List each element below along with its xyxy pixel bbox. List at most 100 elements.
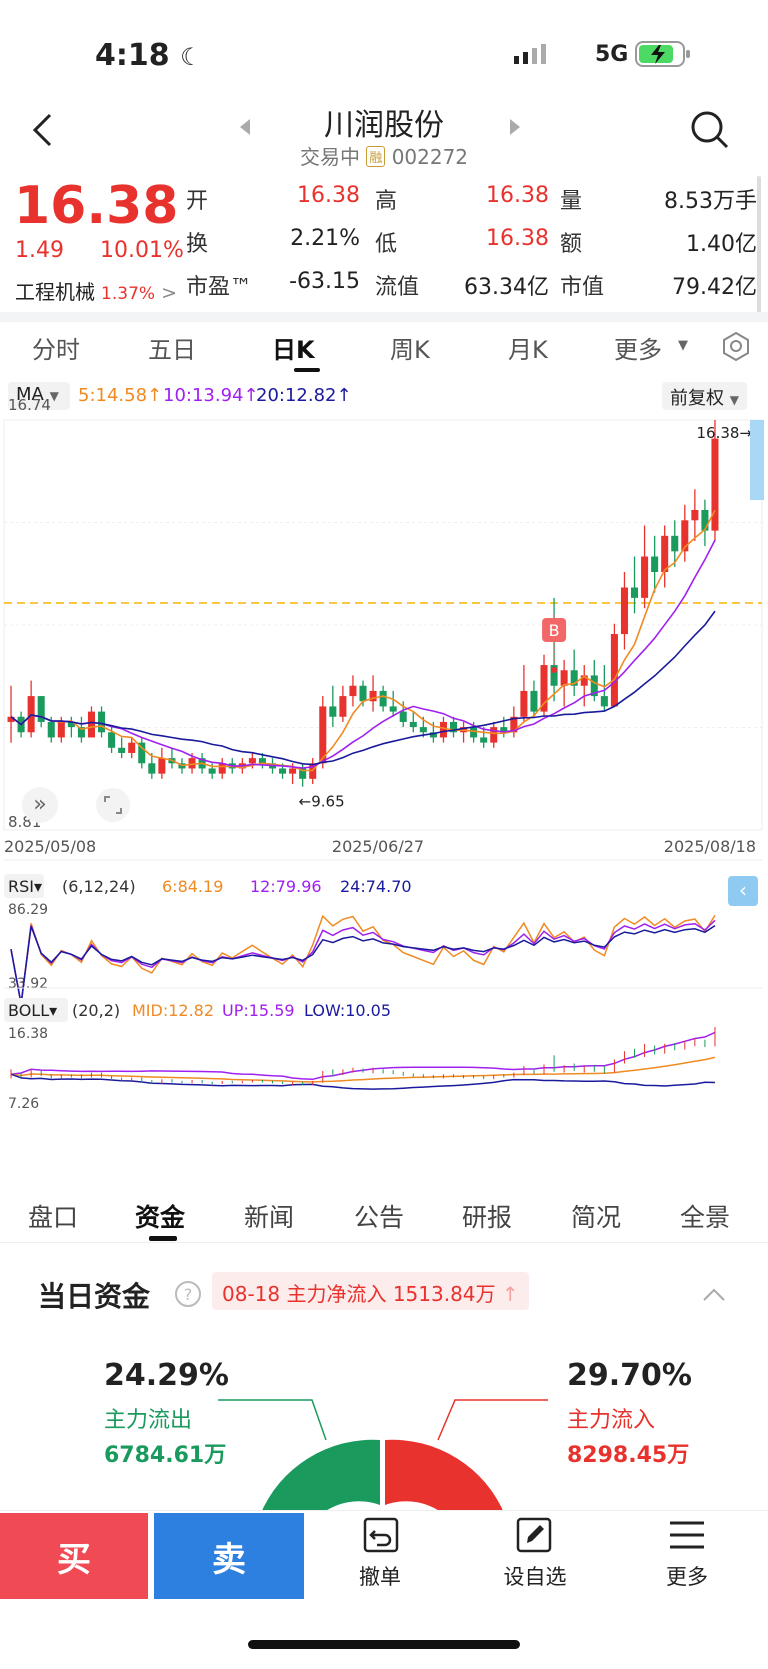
next-stock-icon[interactable]: [508, 117, 522, 141]
quote-label: 开: [186, 189, 209, 214]
info-tab[interactable]: 研报: [462, 1203, 513, 1232]
prev-stock-icon[interactable]: [238, 117, 252, 141]
price-change: 1.49: [15, 238, 64, 263]
rsi24-value: 24:74.70: [340, 877, 412, 896]
info-tab[interactable]: 简况: [571, 1203, 622, 1232]
undo-icon: [363, 1517, 399, 1553]
quote-label: 换: [186, 232, 209, 257]
industry-link[interactable]: 工程机械 1.37% >: [15, 280, 178, 304]
rsi12-line: [10, 919, 716, 1005]
ma20-line: [10, 610, 716, 766]
date-label: 2025/05/08: [4, 837, 96, 856]
buy-button[interactable]: 买: [0, 1513, 148, 1599]
candle-body: [399, 711, 407, 722]
signal-icon: [512, 44, 552, 70]
candle-body: [389, 706, 397, 712]
help-icon[interactable]: ?: [174, 1280, 202, 1312]
candle-body: [641, 556, 649, 598]
info-tab[interactable]: 全景: [680, 1203, 731, 1232]
current-price: 16.38: [14, 176, 179, 236]
info-tab[interactable]: 资金: [135, 1203, 186, 1232]
sell-button[interactable]: 卖: [154, 1513, 304, 1599]
quote-label: 市值: [560, 275, 605, 300]
quote-value: 16.38: [486, 183, 549, 208]
candle-body: [701, 509, 709, 531]
quote-value: 16.38: [297, 183, 360, 208]
period-tab[interactable]: 日K: [272, 336, 315, 364]
stock-code: 002272: [391, 145, 469, 169]
boll-mid-line: [10, 1056, 716, 1083]
candle-body: [379, 690, 387, 707]
ma-selector[interactable]: MA ▼: [8, 382, 70, 410]
period-tab[interactable]: 更多: [614, 336, 662, 364]
candle-body: [490, 727, 498, 743]
min-price-label: ←9.65: [299, 793, 345, 811]
period-tab[interactable]: 分时: [32, 336, 80, 364]
price-change-pct: 10.01%: [100, 238, 184, 263]
fullscreen-icon: [96, 788, 130, 822]
candle-body: [299, 768, 307, 779]
quote-value: 16.38: [486, 226, 549, 251]
expand-left-icon: [22, 787, 58, 823]
candle-body: [540, 665, 548, 712]
quote-label: 高: [375, 189, 398, 214]
candle-body: [208, 768, 216, 774]
quote-value: 79.42亿: [672, 275, 757, 300]
back-icon[interactable]: [30, 112, 56, 152]
quote-label: 市盈™: [186, 275, 253, 300]
candle-body: [570, 670, 578, 686]
candle-body: [600, 696, 608, 707]
divider: [0, 1242, 768, 1243]
candle-body: [691, 509, 699, 521]
period-tab[interactable]: 月K: [508, 336, 548, 364]
adjust-selector[interactable]: 前复权 ▼: [662, 382, 747, 410]
ma10-value: 10:13.94↑: [163, 385, 259, 406]
rsi24-line: [10, 924, 716, 1005]
boll-params: (20,2): [72, 1001, 120, 1020]
rsi6-line: [10, 914, 716, 1005]
info-tab[interactable]: 新闻: [244, 1203, 295, 1232]
rsi-max-label: 86.29: [8, 902, 48, 918]
date-label: 2025/08/18: [664, 837, 756, 856]
search-icon[interactable]: [690, 110, 730, 154]
candle-body: [661, 535, 669, 573]
fund-donut: [218, 1399, 548, 1515]
quote-label: 低: [375, 232, 398, 257]
current-price-label: 16.38→: [696, 424, 752, 442]
candle-body: [258, 758, 266, 764]
boll-up-value: UP:15.59: [222, 1001, 295, 1020]
period-tab[interactable]: 周K: [390, 336, 430, 364]
quote-value: 63.34亿: [464, 275, 549, 300]
collapse-icon[interactable]: [702, 1286, 726, 1306]
add-watchlist-button[interactable]: 设自选: [480, 1515, 590, 1591]
panel-toggle-glyph: ‹: [739, 878, 747, 902]
boll-label: BOLL▾: [8, 1001, 57, 1020]
info-tab[interactable]: 公告: [354, 1203, 405, 1232]
battery-icon: [635, 40, 691, 72]
divider: [0, 312, 768, 322]
buy-marker-badge: [542, 618, 567, 642]
settings-icon[interactable]: [720, 330, 752, 366]
ma5-value: 5:14.58↑: [78, 385, 163, 406]
candle-body: [409, 721, 417, 728]
more-button[interactable]: 更多: [632, 1515, 742, 1591]
rsi12-value: 12:79.96: [250, 877, 322, 896]
candle-body: [218, 763, 226, 774]
rsi6-value: 6:84.19: [162, 877, 223, 896]
candle-body: [631, 587, 639, 598]
candle-body: [7, 716, 15, 722]
inflow-pct: 29.70%: [567, 1358, 692, 1393]
candle-body: [77, 727, 85, 738]
quote-label: 额: [560, 232, 583, 257]
cancel-order-button[interactable]: 撤单: [325, 1515, 435, 1591]
fund-title: 当日资金: [38, 1280, 151, 1313]
net-inflow-badge: 08-18 主力净流入 1513.84万 ↑: [212, 1272, 529, 1310]
chart-scroll-handle: [750, 420, 764, 500]
candle-body: [671, 535, 679, 552]
period-tab[interactable]: 五日: [148, 336, 196, 364]
info-tab[interactable]: 盘口: [28, 1203, 79, 1232]
candle-body: [520, 690, 528, 717]
rsi-selector: [4, 874, 44, 898]
boll-mid-value: MID:12.82: [132, 1001, 214, 1020]
